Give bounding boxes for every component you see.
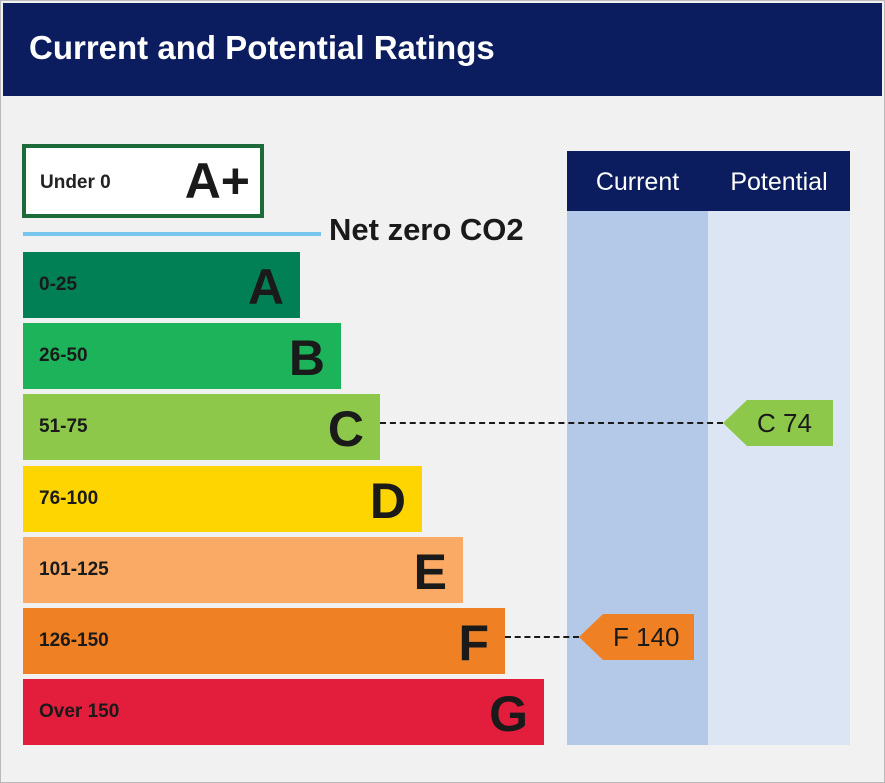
header-bar: Current and Potential Ratings — [3, 3, 882, 96]
band-c-letter: C — [327, 401, 364, 458]
current-column — [567, 211, 708, 745]
band-g: Over 150 G — [23, 679, 544, 746]
current-rating-label: F 140 — [613, 622, 680, 652]
band-aplus: Under 0 A+ — [22, 144, 264, 218]
band-d-range: 76-100 — [39, 487, 99, 509]
band-c-range: 51-75 — [39, 416, 88, 438]
net-zero-label: Net zero CO2 — [329, 212, 524, 247]
band-c: 51-75 C — [23, 394, 380, 461]
page-title: Current and Potential Ratings — [29, 29, 495, 66]
column-header: Current Potential — [567, 151, 850, 211]
potential-rating-arrow: C 74 — [723, 400, 833, 447]
potential-column-header: Potential — [730, 168, 828, 196]
band-aplus-range: Under 0 — [40, 172, 111, 193]
current-rating-arrow: F 140 — [579, 614, 694, 660]
band-g-range: Over 150 — [39, 701, 120, 723]
band-a-letter: A — [247, 259, 284, 315]
band-d: 76-100 D — [23, 465, 422, 532]
band-e-range: 101-125 — [39, 558, 109, 580]
band-a-range: 0-25 — [39, 274, 78, 295]
band-g-letter: G — [489, 686, 528, 743]
band-d-letter: D — [369, 472, 406, 529]
net-zero-line — [23, 232, 321, 236]
current-leader-line — [505, 636, 579, 638]
band-f: 126-150 F — [23, 608, 505, 674]
current-column-header: Current — [595, 168, 680, 196]
band-f-letter: F — [458, 615, 489, 671]
potential-rating-label: C 74 — [757, 408, 812, 439]
band-b: 26-50 B — [23, 323, 341, 390]
band-e: 101-125 E — [23, 536, 463, 603]
band-aplus-letter: A+ — [184, 153, 250, 209]
band-f-range: 126-150 — [39, 630, 109, 651]
potential-column — [708, 211, 850, 745]
band-e-letter: E — [413, 543, 447, 600]
band-a: 0-25 A — [23, 252, 300, 318]
potential-leader-line — [380, 422, 723, 425]
band-b-letter: B — [288, 330, 325, 387]
band-b-range: 26-50 — [39, 345, 88, 367]
